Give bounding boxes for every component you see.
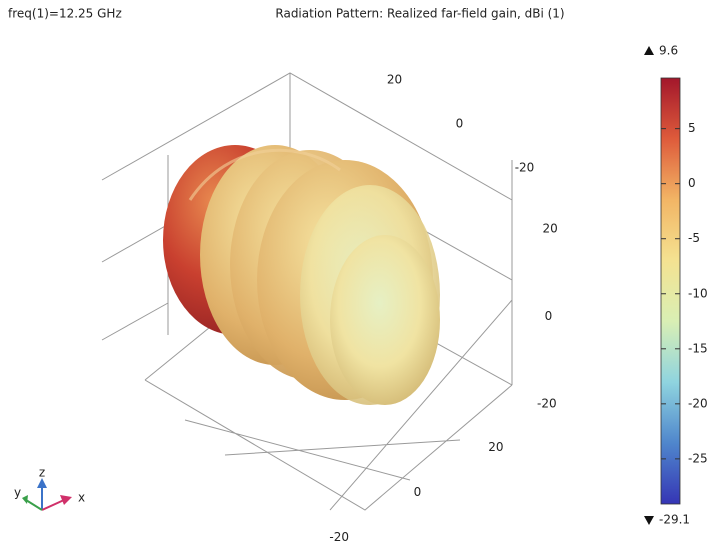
axis-name: y	[14, 486, 21, 500]
axis-name: z	[39, 466, 45, 480]
chart-title: Radiation Pattern: Realized far-field ga…	[275, 7, 564, 21]
axis-tick-label: 20	[387, 73, 402, 87]
axis-tick-label: 20	[543, 221, 558, 235]
axis-tick-label: 0	[456, 117, 464, 131]
axis-tick-label: 0	[414, 485, 422, 499]
min-marker	[644, 516, 654, 525]
axis-triad	[22, 478, 72, 511]
axis-tick-label: -20	[537, 397, 557, 411]
axis-tick-label: 20	[488, 440, 503, 454]
colorbar-tick-label: -25	[688, 451, 708, 465]
colorbar-min: -29.1	[659, 513, 690, 527]
parameter-label: freq(1)=12.25 GHz	[8, 7, 122, 21]
axis-name: x	[78, 491, 85, 505]
max-marker	[644, 46, 654, 55]
axis-tick-label: -20	[329, 530, 349, 544]
radiation-pattern	[163, 145, 440, 405]
axis-tick-label: -20	[515, 161, 535, 175]
colorbar-tick-label: -20	[688, 396, 708, 410]
colorbar-max: 9.6	[659, 44, 678, 58]
axis-tick-label: 0	[545, 309, 553, 323]
colorbar-tick-label: 0	[688, 176, 696, 190]
colorbar-tick-label: 5	[688, 121, 696, 135]
colorbar-tick-label: -10	[688, 286, 708, 300]
colorbar-tick-label: -15	[688, 341, 708, 355]
colorbar-tick-label: -5	[688, 231, 700, 245]
colorbar	[660, 77, 681, 505]
